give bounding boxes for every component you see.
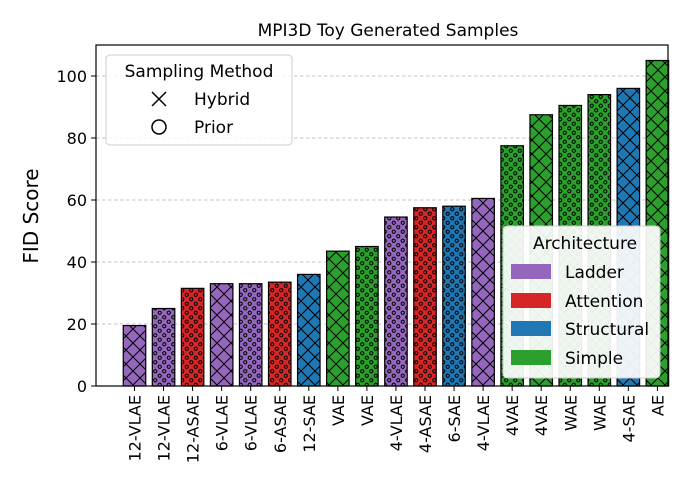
- bar: [355, 245, 379, 387]
- bar-hatch: [122, 324, 147, 387]
- bar: [384, 216, 408, 387]
- x-tick-label: WAE: [590, 395, 609, 431]
- x-tick-label: 4VAE: [503, 395, 522, 436]
- bar-hatch: [413, 207, 437, 387]
- legend-ladder-label: Ladder: [565, 263, 624, 283]
- bar-hatch: [209, 283, 234, 387]
- legend-prior-label: Prior: [194, 118, 233, 138]
- y-tick-label: 40: [67, 253, 87, 272]
- x-tick-label: AE: [648, 395, 667, 416]
- legend-sampling-method: Sampling Method Hybrid Prior: [105, 54, 293, 146]
- legend-structural-label: Structural: [565, 320, 649, 340]
- x-tick-label: 12-VLAE: [126, 395, 145, 461]
- bar-hatch: [238, 283, 263, 387]
- bar-hatch: [442, 205, 466, 387]
- bar: [442, 205, 466, 387]
- x-tick-label: 4-SAE: [619, 395, 638, 442]
- legend-hybrid-marker: [151, 91, 167, 107]
- bar-hatch: [180, 287, 205, 387]
- bar-hatch: [267, 281, 292, 387]
- bar: [326, 250, 350, 387]
- bar: [267, 281, 292, 387]
- axis-ticks: 0 20 40 60 80 100 12-VLAE 12-VLAE 12-ASAE 6-VLAE 6…: [56, 67, 667, 463]
- bar: [122, 324, 147, 387]
- x-tick-label: 4VAE: [532, 395, 551, 436]
- legend-sampling-title: Sampling Method: [125, 62, 274, 82]
- x-tick-label: WAE: [561, 395, 580, 431]
- x-tick-label: 12-VLAE: [155, 395, 174, 461]
- y-axis-title: FID Score: [19, 168, 43, 263]
- bar: [209, 283, 234, 387]
- x-tick-label: 4-ASAE: [416, 395, 435, 453]
- bar: [413, 207, 437, 387]
- x-tick-label: 12-ASAE: [184, 395, 203, 463]
- legend-attention-label: Attention: [565, 292, 643, 312]
- x-tick-label: 12-SAE: [300, 395, 319, 453]
- legend-structural-swatch: [511, 321, 551, 336]
- x-tick-label: VAE: [358, 395, 377, 426]
- x-tick-label: 6-ASAE: [271, 395, 290, 453]
- bar: [151, 307, 176, 387]
- legend-prior-marker: [151, 119, 167, 135]
- bar: [296, 273, 321, 387]
- chart-title: MPI3D Toy Generated Samples: [258, 21, 519, 41]
- legend-ladder-swatch: [511, 264, 551, 279]
- bar-hatch: [296, 273, 321, 387]
- y-tick-label: 0: [77, 377, 87, 396]
- y-tick-label: 20: [67, 315, 87, 334]
- x-tick-label: 4-VLAE: [387, 395, 406, 451]
- legend-architecture: Architecture Ladder Attention Structural…: [502, 225, 661, 379]
- legend-hybrid-label: Hybrid: [194, 90, 250, 110]
- x-tick-label: 6-SAE: [445, 395, 464, 442]
- legend-simple-label: Simple: [565, 349, 623, 369]
- bar: [180, 287, 205, 387]
- y-tick-label: 100: [56, 67, 87, 86]
- y-tick-label: 60: [67, 191, 87, 210]
- legend-attention-swatch: [511, 293, 551, 308]
- bar-hatch: [384, 216, 408, 387]
- legend-simple-swatch: [511, 350, 551, 365]
- x-tick-label: 6-VLAE: [242, 395, 261, 451]
- legend-sampling-box: [105, 54, 293, 146]
- bar-hatch: [326, 250, 350, 387]
- plot-frame: [95, 44, 669, 387]
- bar-hatch: [471, 197, 495, 387]
- x-tick-label: 4-VLAE: [474, 395, 493, 451]
- bar: [238, 283, 263, 387]
- x-tick-label: 6-VLAE: [213, 395, 232, 451]
- bar-hatch: [151, 307, 176, 387]
- x-tick-label: VAE: [329, 395, 348, 426]
- bar-hatch: [355, 245, 379, 387]
- bar: [471, 197, 495, 387]
- legend-architecture-title: Architecture: [533, 234, 637, 254]
- y-tick-label: 80: [67, 129, 87, 148]
